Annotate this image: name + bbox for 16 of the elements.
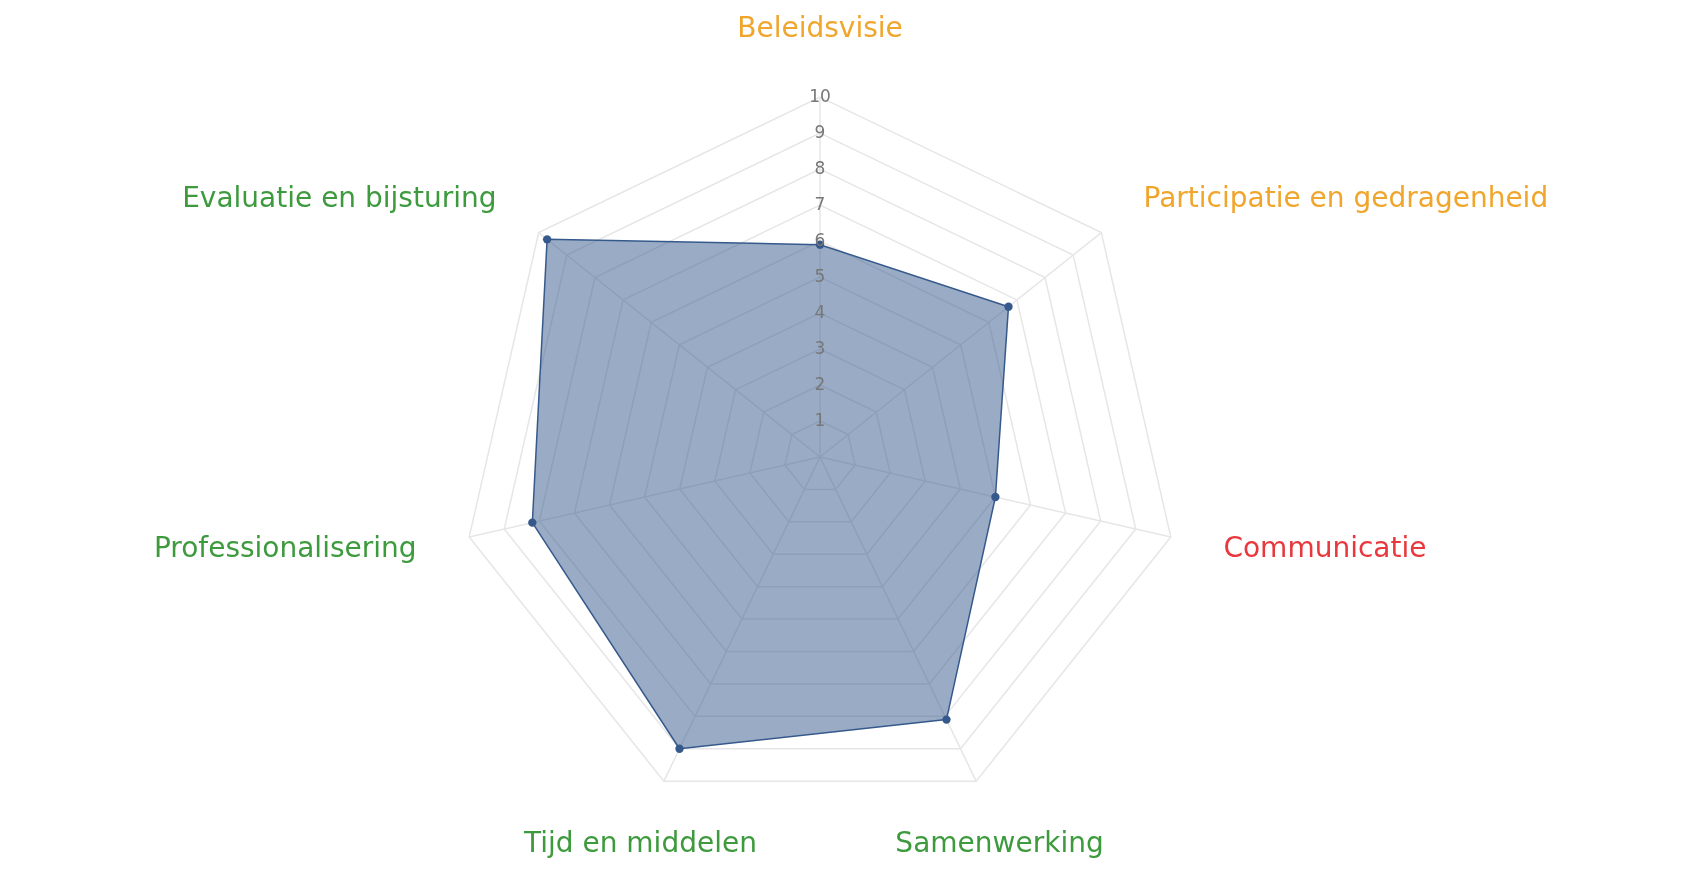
y-tick-label: 9 <box>814 122 826 143</box>
spoke-label: Tijd en middelen <box>522 826 757 860</box>
y-tick-label: 3 <box>814 338 826 359</box>
spoke-label: Samenwerking <box>895 826 1104 860</box>
spoke-label: Beleidsvisie <box>737 10 903 44</box>
spoke-label: Professionalisering <box>153 531 417 565</box>
spoke-label: Communicatie <box>1223 531 1427 565</box>
spoke-label: Evaluatie en bijsturing <box>182 180 497 214</box>
y-tick-label: 2 <box>814 374 826 395</box>
y-tick-label: 7 <box>814 194 826 215</box>
y-tick-label: 4 <box>814 302 826 323</box>
spoke-label: Participatie en gedragenheid <box>1143 180 1549 214</box>
y-tick-label: 1 <box>814 410 826 430</box>
y-tick-label: 5 <box>814 266 826 287</box>
y-tick-label: 10 <box>809 86 831 107</box>
y-tick-label: 8 <box>814 158 826 179</box>
